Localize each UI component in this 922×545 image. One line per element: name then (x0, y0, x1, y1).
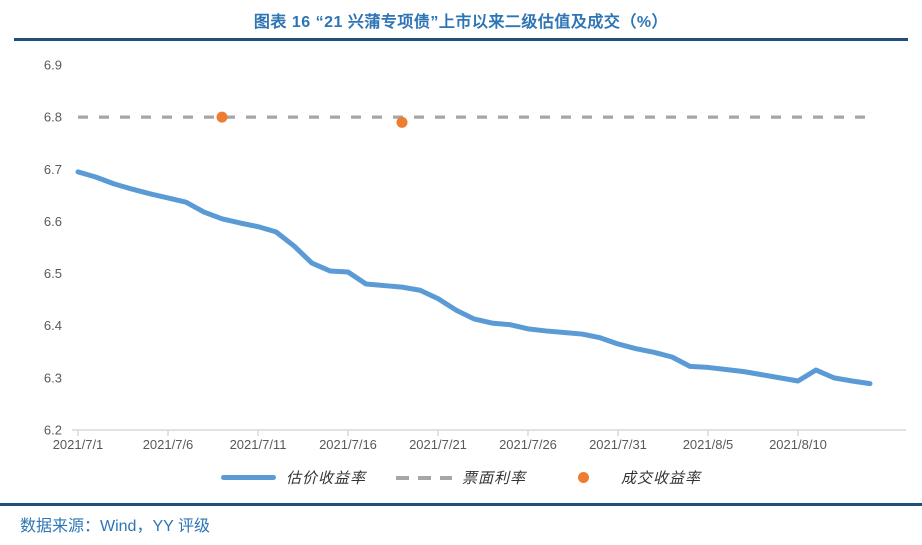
x-tick-label: 2021/8/10 (769, 437, 827, 452)
title-divider-line (14, 38, 908, 41)
trade-yield-dot (216, 111, 228, 123)
orange-dot-swatch-icon (578, 472, 589, 483)
legend-label-valuation-yield: 估价收益率 (285, 469, 366, 487)
legend-item-valuation-yield: 估价收益率 (220, 467, 366, 488)
y-tick-label: 6.4 (44, 318, 62, 333)
y-tick-label: 6.7 (44, 162, 62, 177)
x-tick-label: 2021/7/21 (409, 437, 467, 452)
legend-item-coupon-rate: 票面利率 (395, 467, 526, 488)
legend-label-trade-yield: 成交收益率 (621, 469, 702, 487)
y-tick-label: 6.2 (44, 423, 62, 438)
x-tick-label: 2021/7/16 (319, 437, 377, 452)
line-chart-plot-area: 6.2 6.3 6.4 6.5 6.6 6.7 6.8 6.9 2021/7/1 2021/7/6… (44, 58, 906, 452)
chart-title: 图表 16 “21 兴蒲专项债”上市以来二级估值及成交（%） (253, 14, 669, 31)
chart-legend: 估价收益率 票面利率 成交收益率 (0, 467, 922, 488)
footer-divider-line (0, 503, 922, 506)
x-tick-label: 2021/7/1 (53, 437, 104, 452)
y-tick-label: 6.3 (44, 370, 62, 385)
y-tick-label: 6.8 (44, 110, 62, 125)
valuation-yield-line (75, 169, 873, 387)
data-source-note: 数据来源：Wind，YY 评级 (20, 518, 210, 535)
y-tick-label: 6.5 (44, 266, 62, 281)
x-tick-label: 2021/7/31 (589, 437, 647, 452)
x-tick-label: 2021/7/26 (499, 437, 557, 452)
blue-line-swatch-icon (220, 475, 276, 480)
legend-item-trade-yield: 成交收益率 (556, 467, 701, 488)
x-tick-label: 2021/8/5 (683, 437, 734, 452)
x-tick-label: 2021/7/11 (230, 437, 287, 452)
y-tick-label: 6.9 (44, 58, 62, 73)
gray-dashed-line-swatch-icon (395, 475, 452, 480)
trade-yield-dot (396, 116, 408, 128)
legend-label-coupon-rate: 票面利率 (461, 469, 526, 487)
x-tick-label: 2021/7/6 (143, 437, 194, 452)
y-tick-label: 6.6 (44, 214, 62, 229)
